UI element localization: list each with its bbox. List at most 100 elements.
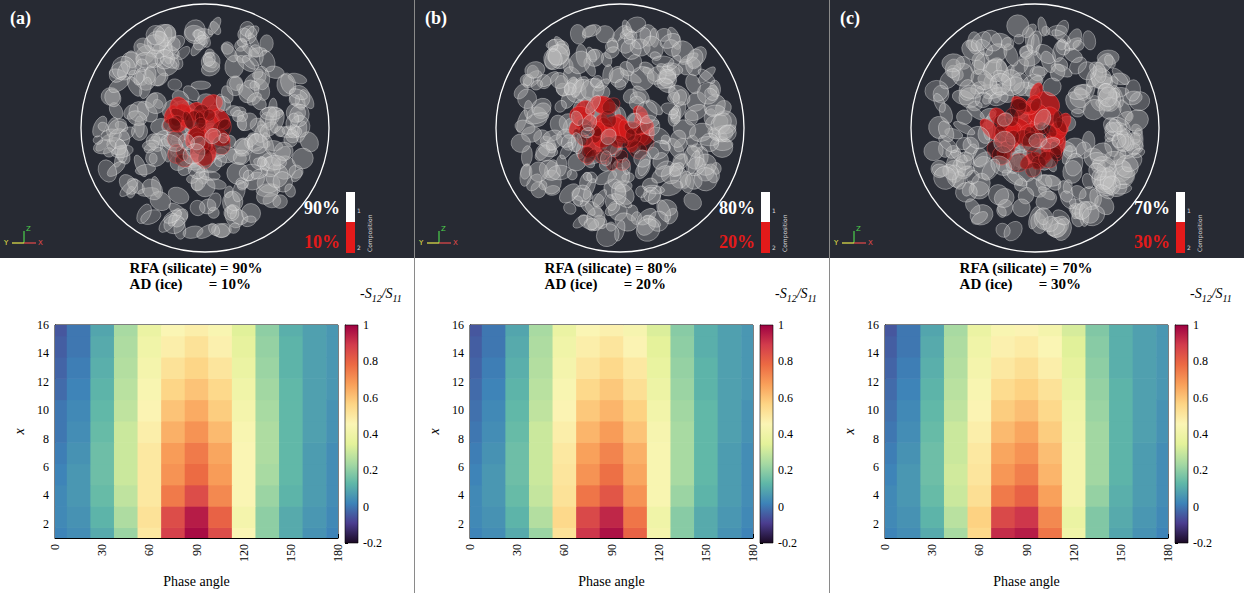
svg-text:0.8: 0.8 — [363, 354, 378, 368]
svg-text:0: 0 — [48, 544, 62, 550]
svg-text:150: 150 — [284, 544, 298, 562]
svg-text:Y: Y — [833, 239, 839, 247]
svg-text:0.6: 0.6 — [363, 391, 378, 405]
svg-text:8: 8 — [873, 432, 879, 446]
svg-text:0.8: 0.8 — [778, 354, 793, 368]
svg-text:12: 12 — [37, 375, 49, 389]
svg-text:70%: 70% — [1134, 198, 1170, 218]
svg-text:X: X — [453, 239, 458, 247]
svg-text:4: 4 — [43, 488, 49, 502]
svg-text:1: 1 — [357, 207, 361, 214]
svg-text:16: 16 — [867, 318, 879, 332]
svg-text:6: 6 — [873, 460, 879, 474]
svg-text:0: 0 — [1193, 500, 1199, 514]
svg-text:0.2: 0.2 — [778, 463, 793, 477]
svg-text:12: 12 — [867, 375, 879, 389]
svg-text:0.8: 0.8 — [1193, 354, 1208, 368]
svg-text:Z: Z — [441, 225, 446, 233]
svg-text:180: 180 — [746, 544, 760, 562]
svg-text:Phase angle: Phase angle — [993, 574, 1059, 589]
svg-text:Composition: Composition — [366, 214, 374, 252]
svg-text:0.2: 0.2 — [1193, 463, 1208, 477]
svg-text:4: 4 — [873, 488, 879, 502]
svg-text:0.2: 0.2 — [363, 463, 378, 477]
svg-text:14: 14 — [37, 346, 49, 360]
svg-text:90: 90 — [190, 544, 204, 556]
svg-text:30%: 30% — [1134, 232, 1170, 252]
svg-text:10: 10 — [37, 403, 49, 417]
svg-text:Y: Y — [418, 239, 424, 247]
svg-text:2: 2 — [458, 517, 464, 531]
svg-text:Composition: Composition — [1196, 214, 1204, 252]
svg-text:0.6: 0.6 — [1193, 391, 1208, 405]
svg-text:Phase angle: Phase angle — [578, 574, 644, 589]
svg-text:0: 0 — [463, 544, 477, 550]
svg-text:(a): (a) — [10, 8, 31, 29]
svg-text:90: 90 — [1020, 544, 1034, 556]
svg-text:20%: 20% — [719, 232, 755, 252]
svg-text:Z: Z — [26, 225, 31, 233]
svg-text:X: X — [868, 239, 873, 247]
svg-text:2: 2 — [43, 517, 49, 531]
svg-text:180: 180 — [1161, 544, 1175, 562]
svg-text:x: x — [427, 428, 442, 436]
svg-text:Y: Y — [3, 239, 9, 247]
svg-text:1: 1 — [772, 207, 776, 214]
svg-text:2: 2 — [357, 244, 361, 251]
svg-text:-0.2: -0.2 — [778, 536, 797, 550]
svg-text:-0.2: -0.2 — [1193, 536, 1212, 550]
svg-text:30: 30 — [925, 544, 939, 556]
svg-text:90: 90 — [605, 544, 619, 556]
html-text:-S12/S11: -S12/S11 — [360, 286, 402, 304]
svg-text:x: x — [842, 428, 857, 436]
svg-text:Composition: Composition — [781, 214, 789, 252]
svg-text:10: 10 — [867, 403, 879, 417]
svg-text:14: 14 — [867, 346, 879, 360]
svg-text:150: 150 — [699, 544, 713, 562]
svg-text:6: 6 — [43, 460, 49, 474]
svg-text:(c): (c) — [840, 8, 860, 29]
svg-text:6: 6 — [458, 460, 464, 474]
svg-text:(b): (b) — [425, 8, 447, 29]
svg-text:Phase angle: Phase angle — [163, 574, 229, 589]
svg-text:90%: 90% — [304, 198, 340, 218]
svg-text:2: 2 — [772, 244, 776, 251]
svg-text:0: 0 — [778, 500, 784, 514]
svg-text:1: 1 — [363, 318, 369, 332]
svg-text:16: 16 — [452, 318, 464, 332]
svg-text:120: 120 — [237, 544, 251, 562]
svg-text:0: 0 — [363, 500, 369, 514]
svg-text:0: 0 — [878, 544, 892, 550]
svg-text:1: 1 — [1187, 207, 1191, 214]
svg-text:60: 60 — [557, 544, 571, 556]
svg-text:14: 14 — [452, 346, 464, 360]
svg-text:Z: Z — [856, 225, 861, 233]
svg-text:4: 4 — [458, 488, 464, 502]
svg-text:16: 16 — [37, 318, 49, 332]
svg-text:150: 150 — [1114, 544, 1128, 562]
svg-text:x: x — [12, 428, 27, 436]
svg-text:60: 60 — [142, 544, 156, 556]
svg-text:1: 1 — [1193, 318, 1199, 332]
svg-text:8: 8 — [458, 432, 464, 446]
svg-text:10: 10 — [452, 403, 464, 417]
svg-text:2: 2 — [873, 517, 879, 531]
svg-text:0.6: 0.6 — [778, 391, 793, 405]
svg-text:0.4: 0.4 — [363, 427, 378, 441]
svg-text:2: 2 — [1187, 244, 1191, 251]
svg-text:30: 30 — [510, 544, 524, 556]
svg-text:0.4: 0.4 — [778, 427, 793, 441]
svg-text:0.4: 0.4 — [1193, 427, 1208, 441]
svg-text:120: 120 — [1067, 544, 1081, 562]
svg-text:1: 1 — [778, 318, 784, 332]
svg-text:10%: 10% — [304, 232, 340, 252]
svg-text:60: 60 — [972, 544, 986, 556]
svg-text:12: 12 — [452, 375, 464, 389]
svg-text:30: 30 — [95, 544, 109, 556]
svg-text:8: 8 — [43, 432, 49, 446]
svg-text:80%: 80% — [719, 198, 755, 218]
svg-text:180: 180 — [331, 544, 345, 562]
svg-text:-0.2: -0.2 — [363, 536, 382, 550]
svg-text:X: X — [38, 239, 43, 247]
svg-text:120: 120 — [652, 544, 666, 562]
